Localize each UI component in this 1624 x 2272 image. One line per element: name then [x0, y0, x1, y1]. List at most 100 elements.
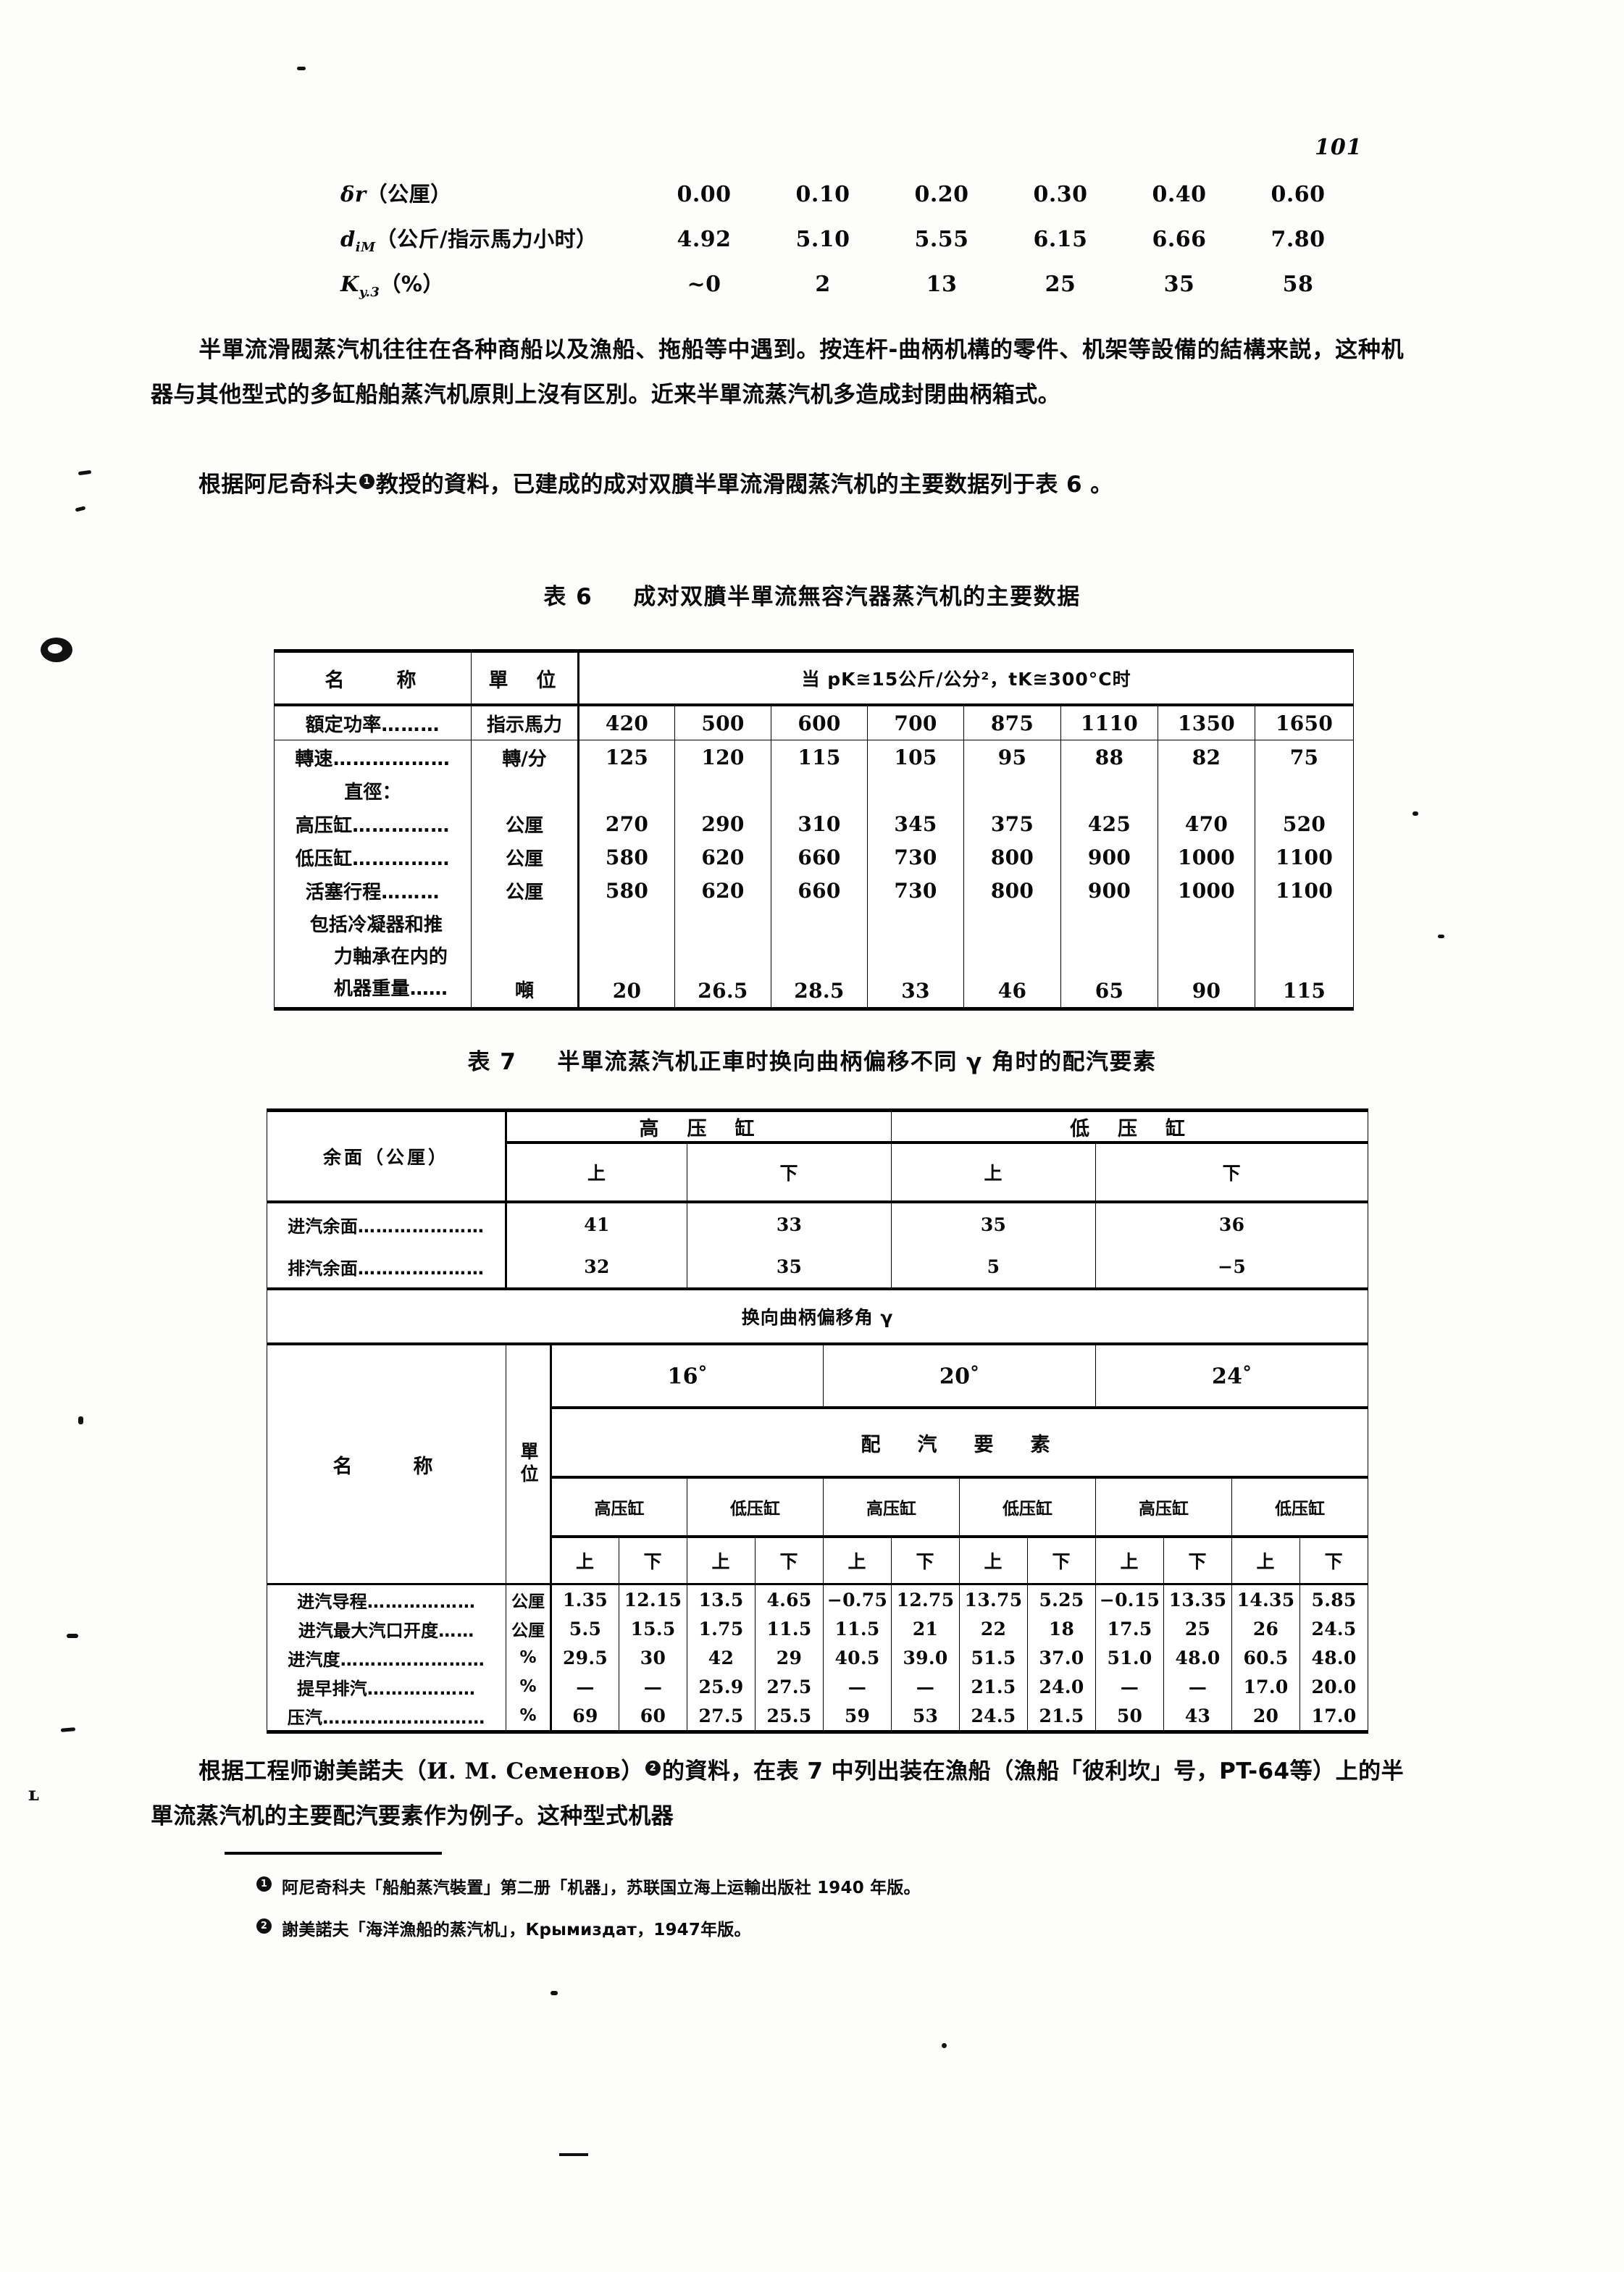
- cyl-label: 高压缸: [1095, 1477, 1233, 1537]
- table7-band-label: 换向曲柄偏移角 γ: [266, 1287, 1369, 1345]
- cell: 1350: [1158, 703, 1255, 740]
- table7-sec1-header: 余面（公厘） 高 压 缸 低 压 缸: [267, 1108, 1369, 1203]
- scan-artifact-speck: [559, 2153, 588, 2156]
- cell: 520: [1254, 807, 1355, 840]
- scan-artifact-speck: [942, 2043, 947, 2048]
- cell: 425: [1060, 807, 1158, 840]
- paragraph-3-cyrillic-name: И. М. Семенов: [427, 1758, 621, 1784]
- cyl-label: 低压缸: [959, 1477, 1097, 1537]
- table6-row-label: 高压缸……………: [274, 807, 472, 840]
- cell: 24.0: [1027, 1672, 1097, 1701]
- value-cell: 25: [1045, 272, 1076, 297]
- top-row-values: 4.92 5.10 5.55 6.15 6.66 7.80: [645, 227, 1376, 252]
- cell: 120: [674, 740, 771, 774]
- top-row-values: 0.00 0.10 0.20 0.30 0.40 0.60: [645, 182, 1376, 207]
- cell: 12.75: [891, 1584, 960, 1614]
- table7-angle-20: 20°: [822, 1343, 1097, 1408]
- table7-row-label: 压汽………………………: [267, 1701, 506, 1734]
- cell: 27.5: [755, 1672, 824, 1701]
- cell: 580: [578, 874, 675, 907]
- paragraph-2-text-b: 教授的資料，已建成的成对双膹半單流滑閥蒸汽机的主要数据列于表 6 。: [375, 472, 1113, 498]
- cell: [1254, 774, 1355, 807]
- table-row: 直徑：: [274, 774, 1355, 807]
- table7-elements-label: 配 汽 要 素: [550, 1406, 1369, 1479]
- value-cell: 2: [815, 272, 831, 297]
- scan-artifact-speck: [60, 1727, 76, 1732]
- table-row: 轉速……………… 轉/分 125 120 115 105 95 88 82 75: [274, 740, 1355, 774]
- table7-caption-number: 表 7: [467, 1049, 517, 1075]
- cell: 43: [1163, 1701, 1233, 1734]
- cell: 1110: [1060, 703, 1158, 740]
- cell: 17.0: [1231, 1672, 1301, 1701]
- table6-condition-text: 当 pK≅15公斤/公分²，tK≅300°C时: [801, 669, 1131, 690]
- cell: 59: [822, 1701, 892, 1734]
- cell: 11.5: [822, 1614, 892, 1643]
- cell: 33: [686, 1200, 892, 1245]
- cell: 25.9: [687, 1672, 756, 1701]
- table6-header-condition: 当 pK≅15公斤/公分²，tK≅300°C时: [577, 649, 1355, 706]
- cell: 24.5: [1299, 1614, 1369, 1643]
- cell: −0.15: [1095, 1584, 1165, 1614]
- cell: 39.0: [891, 1643, 960, 1672]
- sub-up: 上: [506, 1141, 687, 1203]
- cell: —: [1163, 1672, 1233, 1701]
- ud-label: 下: [1163, 1535, 1233, 1585]
- angle-value: 20: [939, 1363, 971, 1390]
- degree-symbol: °: [1242, 1362, 1252, 1384]
- ud-label: 上: [1231, 1535, 1301, 1585]
- table6-header-name: 名 称: [274, 649, 472, 706]
- value-cell: 4.92: [677, 227, 732, 252]
- table7-updown-row: 上 下 上 下 上 下 上 下 上 下 上 下: [267, 1535, 1369, 1585]
- table6-row-unit: 公厘: [471, 807, 579, 840]
- value-cell: ~0: [687, 272, 721, 297]
- cell: 82: [1158, 740, 1255, 774]
- page-number: 101: [1315, 135, 1363, 160]
- value-cell: 6.66: [1152, 227, 1207, 252]
- cell: 5.5: [551, 1614, 619, 1643]
- table7: 余面（公厘） 高 压 缸 低 压 缸 上 下 上 下 进汽余面………………… 4…: [266, 1108, 1369, 1734]
- table7-row-unit: 公厘: [506, 1614, 552, 1643]
- cell: 105: [867, 740, 964, 774]
- table7-sec2-name-col: 名 称: [267, 1343, 506, 1585]
- cell: 21: [891, 1614, 960, 1643]
- cell: 270: [578, 807, 675, 840]
- cell: 17.5: [1095, 1614, 1165, 1643]
- value-cell: 0.20: [914, 182, 969, 207]
- cell: 11.5: [755, 1614, 824, 1643]
- scan-artifact-speck: [297, 67, 306, 70]
- table7-row-unit: %: [506, 1643, 552, 1672]
- cyl-label: 低压缸: [687, 1477, 824, 1537]
- footnote-marker-2: 2: [256, 1918, 272, 1934]
- ud-label: 上: [687, 1535, 756, 1585]
- table-row: 排汽余面………………… 32 35 5 −5: [267, 1245, 1369, 1290]
- paragraph-1: 半單流滑閥蒸汽机往往在各种商船以及漁船、拖船等中遇到。按连杆-曲柄机構的零件、机…: [151, 327, 1404, 417]
- sub-down: 下: [1095, 1141, 1369, 1203]
- cell: 290: [674, 807, 771, 840]
- cell: 470: [1158, 807, 1255, 840]
- cell: 600: [771, 703, 868, 740]
- cell: 1.75: [687, 1614, 756, 1643]
- table6-row-label: 額定功率………: [274, 703, 472, 740]
- cell: [1158, 774, 1255, 807]
- table-row: 提早排汽……………… % — — 25.9 27.5 — — 21.5 24.0…: [267, 1672, 1369, 1701]
- ud-label: 上: [1095, 1535, 1165, 1585]
- table-row: 活塞行程……… 公厘 580 620 660 730 800 900 1000 …: [274, 874, 1355, 907]
- table7-angle-row: 名 称 單位 16° 20° 24°: [267, 1343, 1369, 1585]
- scan-artifact-speck: [1412, 811, 1418, 816]
- cell: 620: [674, 874, 771, 907]
- cell: 20: [578, 907, 675, 1011]
- table6-row-label: 低压缸……………: [274, 840, 472, 874]
- cell: 1000: [1158, 840, 1255, 874]
- footnote-rule: [225, 1852, 442, 1855]
- cell: 35: [686, 1245, 892, 1290]
- footnote-2: 2 謝美諾夫「海洋漁船的蒸汽机」，Крымиздат，1947年版。: [255, 1916, 1414, 1940]
- cell: 580: [578, 840, 675, 874]
- cell: 60: [619, 1701, 687, 1734]
- cell: 420: [578, 703, 675, 740]
- top-row-k-y3: Ky.3（%） ~0 2 13 25 35 58: [340, 267, 1376, 312]
- table6: 名 称 單 位 当 pK≅15公斤/公分²，tK≅300°C时 額定功率……… …: [274, 649, 1355, 1011]
- table-row: 进汽最大汽口开度…… 公厘 5.5 15.5 1.75 11.5 11.5 21…: [267, 1614, 1369, 1643]
- table7-row-unit: %: [506, 1701, 552, 1734]
- weight-line-1: 包括冷凝器和推: [309, 914, 443, 936]
